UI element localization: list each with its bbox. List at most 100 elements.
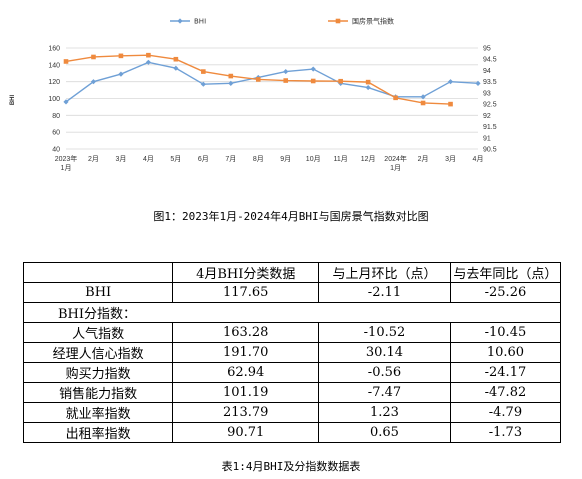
table-cell: -24.17 — [449, 362, 562, 383]
data-point-marker — [448, 101, 453, 107]
table-cell: -4.79 — [449, 402, 562, 423]
table-header-row: 4月BHI分类数据 与上月环比（点） 与去年同比（点） — [22, 262, 562, 283]
table-cell: 0.65 — [318, 422, 451, 443]
x-tick-label: 11月 — [334, 155, 348, 163]
data-point-marker — [228, 80, 234, 86]
table-subheader-row: BHI分指数： — [23, 302, 561, 323]
table-cell: 90.71 — [172, 422, 320, 443]
right-y-axis: 90.5 91 91.5 92 92.5 93 93.5 94 94.5 95 — [483, 46, 497, 154]
data-point-marker — [310, 78, 316, 84]
bhi-data-table: 4月BHI分类数据 与上月环比（点） 与去年同比（点） BHI 117.65 -… — [22, 262, 562, 443]
y2-tick-label: 92 — [483, 113, 491, 120]
data-point-marker — [475, 80, 481, 86]
x-tick-label: 4月 — [143, 155, 154, 163]
table-header-cell: 4月BHI分类数据 — [172, 262, 320, 283]
data-point-marker — [365, 84, 371, 91]
table-cell: 117.65 — [172, 282, 320, 303]
data-point-marker — [420, 94, 426, 100]
y-tick-label: 140 — [48, 62, 60, 69]
y-tick-label: 40 — [52, 147, 60, 154]
row-label: 经理人信心指数 — [22, 342, 174, 363]
y-tick-label: 100 — [48, 96, 60, 103]
y2-tick-label: 93 — [483, 90, 491, 97]
y2-tick-label: 94.5 — [483, 57, 497, 64]
table-cell: -25.26 — [449, 282, 562, 303]
y-tick-label: 80 — [52, 113, 60, 120]
left-y-axis: 40 60 80 100 120 140 160 — [48, 46, 60, 154]
table-row: 购买力指数 62.94 -0.56 -24.17 — [22, 362, 562, 383]
table-cell: 213.79 — [172, 402, 320, 423]
data-point-marker — [393, 95, 398, 101]
y2-tick-label: 91.5 — [483, 124, 497, 131]
data-point-marker — [283, 78, 289, 83]
data-point-marker — [200, 81, 206, 87]
data-point-marker — [255, 77, 261, 82]
table-cell: 62.94 — [172, 362, 320, 383]
data-point-marker — [145, 59, 151, 65]
row-label: 出租率指数 — [22, 422, 174, 443]
legend-label: 国房景气指数 — [352, 17, 394, 26]
y2-tick-label: 91 — [483, 135, 491, 142]
x-tick-label: 8月 — [253, 155, 264, 163]
table-cell: -10.52 — [318, 322, 451, 343]
table-cell: -7.47 — [318, 382, 451, 403]
data-point-marker — [283, 68, 289, 75]
x-tick-label: 2月 — [418, 155, 429, 163]
y-tick-label: 160 — [48, 46, 60, 53]
y-axis-label: BHI — [10, 95, 16, 106]
data-point-marker — [63, 99, 69, 105]
y2-tick-label: 95 — [483, 46, 491, 53]
x-axis: 2023年 1月 2月 3月 4月 5月 6月 7月 8月 9月 10月 11月 12月 2024年 1月 2… — [55, 154, 484, 172]
table-cell: -1.73 — [449, 422, 562, 443]
data-point-marker — [310, 66, 316, 72]
x-tick-label: 9月 — [280, 155, 291, 163]
data-point-marker — [420, 100, 426, 106]
table-cell: -47.82 — [449, 382, 562, 403]
y2-tick-label: 92.5 — [483, 102, 497, 109]
table-header-cell: 与上月环比（点） — [318, 262, 451, 283]
x-tick-label: 12月 — [361, 155, 376, 163]
series-line-0 — [65, 61, 479, 103]
row-label: BHI — [22, 282, 174, 303]
table-cell: 101.19 — [172, 382, 320, 403]
chart-grid — [66, 47, 478, 150]
y2-tick-label: 93.5 — [483, 79, 497, 86]
row-label: 销售能力指数 — [22, 382, 174, 403]
table-cell: 30.14 — [318, 342, 451, 363]
legend-label: BHI — [194, 18, 206, 26]
y-tick-label: 60 — [52, 130, 60, 137]
table-cell: 191.70 — [172, 342, 320, 363]
chart-series — [63, 52, 481, 107]
x-tick-label: 6月 — [198, 155, 209, 163]
table-cell: 10.60 — [449, 342, 562, 363]
data-point-marker — [228, 73, 234, 79]
table-row-bhi: BHI 117.65 -2.11 -25.26 — [22, 282, 562, 303]
table-row: 销售能力指数 101.19 -7.47 -47.82 — [22, 382, 562, 403]
data-point-marker — [63, 59, 69, 64]
data-point-marker — [90, 79, 97, 85]
x-tick-label: 3月 — [445, 155, 456, 163]
table-caption: 表1:4月BHI及分指数数据表 — [221, 460, 361, 473]
table-header-cell — [22, 262, 174, 283]
table-row: 人气指数 163.28 -10.52 -10.45 — [22, 322, 562, 343]
data-point-marker — [118, 71, 124, 77]
table-cell: -10.45 — [449, 322, 562, 343]
y2-tick-label: 90.5 — [483, 147, 497, 154]
legend-marker — [335, 18, 341, 24]
data-point-marker — [91, 54, 96, 60]
table-cell: 163.28 — [172, 322, 320, 343]
x-tick-label: 2月 — [88, 155, 99, 163]
data-point-marker — [338, 78, 343, 84]
sub-index-title: BHI分指数： — [23, 302, 561, 323]
data-point-marker — [173, 65, 179, 71]
y-tick-label: 120 — [48, 79, 60, 86]
table-header-cell: 与去年同比（点） — [449, 262, 562, 283]
table-cell: 1.23 — [318, 402, 451, 423]
data-point-marker — [365, 79, 371, 85]
table-row: 经理人信心指数 191.70 30.14 10.60 — [22, 342, 562, 363]
data-point-marker — [201, 69, 206, 74]
x-tick-label: 4月 — [473, 155, 484, 163]
x-tick-label: 7月 — [225, 155, 236, 163]
data-point-marker — [146, 52, 151, 58]
bhi-comparison-chart: 40 60 80 100 120 140 160 90.5 91 91.5 92 92.5 93 93.… — [10, 17, 497, 173]
